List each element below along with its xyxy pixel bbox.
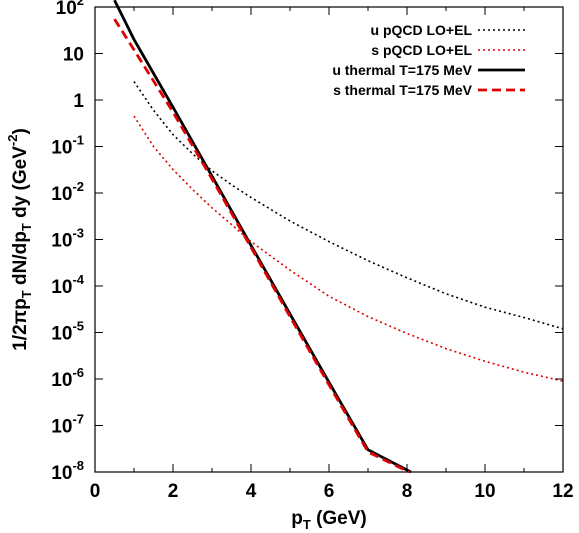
y-tick-base: 10 (63, 45, 84, 66)
y-tick-base: 10 (56, 0, 77, 19)
y-axis-label: 1/2πpT dN/dpT dy (GeV-2) (5, 128, 34, 351)
y-tick-base: 10 (51, 417, 72, 438)
y-tick-base: 10 (51, 370, 72, 391)
x-axis-label-subscript: T (303, 517, 311, 532)
x-axis-label: pT (GeV) (291, 508, 367, 532)
x-tick-label: 0 (90, 481, 101, 502)
y-axis-label-part: ) (10, 128, 31, 134)
x-tick-label: 12 (552, 481, 573, 502)
y-tick-exponent: -3 (72, 226, 84, 241)
y-tick-exponent: -1 (72, 133, 84, 148)
y-axis-label-part: π (10, 309, 31, 324)
y-tick-label: 10-1 (51, 133, 84, 159)
y-tick-label: 10-8 (51, 458, 84, 484)
y-tick-label: 10-7 (51, 412, 84, 438)
y-tick-exponent: -7 (72, 412, 84, 427)
y-tick-label: 10-3 (51, 226, 84, 252)
x-tick-label: 4 (246, 481, 257, 502)
y-tick-label: 10-2 (51, 179, 84, 205)
y-axis-label-part: dy (GeV (10, 146, 31, 223)
x-tick-label: 6 (324, 481, 335, 502)
x-axis-label-main: p (291, 508, 303, 529)
y-tick-label: 102 (56, 0, 84, 19)
y-tick-base: 1 (73, 91, 84, 112)
plot-frame (94, 6, 564, 473)
x-tick-label: 2 (168, 481, 179, 502)
y-tick-base: 10 (51, 231, 72, 252)
x-axis-label-unit: (GeV) (311, 508, 367, 529)
legend-entry-label: s pQCD LO+EL (371, 42, 472, 58)
y-axis-label-part: T (19, 223, 34, 231)
y-axis-label-part: T (19, 290, 34, 298)
x-tick-label: 8 (402, 481, 413, 502)
y-tick-label: 10-6 (51, 365, 84, 391)
y-tick-exponent: 2 (77, 0, 84, 8)
series-line-2 (133, 115, 564, 382)
legend-entry-label: u pQCD LO+EL (371, 22, 473, 38)
legend-entry-label: u thermal T=175 MeV (332, 62, 472, 78)
y-tick-base: 10 (51, 277, 72, 298)
y-tick-base: 10 (51, 324, 72, 345)
y-axis-label-part: p (10, 298, 31, 310)
y-tick-exponent: -2 (72, 179, 84, 194)
y-tick-label: 10-5 (51, 319, 84, 345)
y-tick-label: 1 (73, 91, 84, 112)
y-axis-label-part: 1/2 (10, 324, 31, 350)
series-line-4 (113, 18, 410, 474)
series-line-3 (113, 0, 412, 474)
y-tick-label: 10 (63, 45, 84, 66)
y-tick-base: 10 (51, 463, 72, 484)
legend-entry-label: s thermal T=175 MeV (333, 82, 473, 98)
y-tick-base: 10 (51, 184, 72, 205)
y-tick-exponent: -4 (72, 272, 84, 287)
series-line-1 (133, 81, 564, 330)
y-tick-label: 10-4 (51, 272, 84, 298)
y-axis-label-part: dN/dp (10, 231, 31, 290)
y-tick-base: 10 (51, 138, 72, 159)
y-tick-exponent: -5 (72, 319, 84, 334)
y-axis-label-part: -2 (5, 135, 20, 147)
y-tick-exponent: -6 (72, 365, 84, 380)
x-tick-label: 10 (474, 481, 495, 502)
y-tick-exponent: -8 (72, 458, 84, 473)
